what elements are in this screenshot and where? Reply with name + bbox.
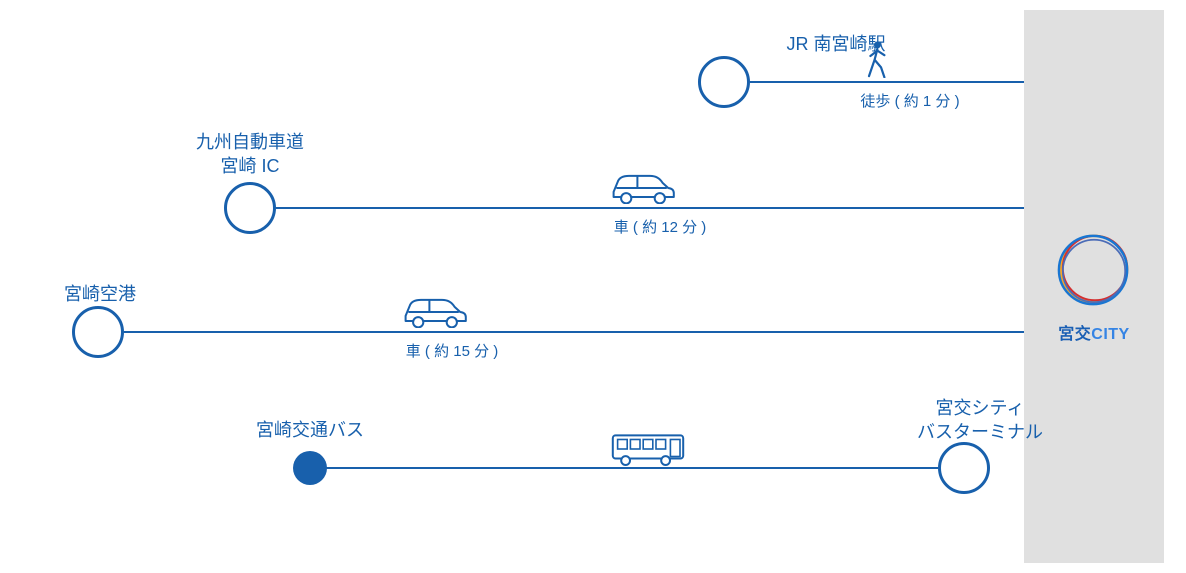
origin-label-airport: 宮崎空港 [40, 282, 160, 306]
destination-panel: 宮交CITY [1024, 10, 1164, 563]
mode-icon-expressway [608, 172, 678, 204]
destination-label-part1: 宮交 [1058, 326, 1091, 343]
car-icon [400, 296, 470, 328]
mode-icon-jr [862, 40, 890, 78]
logo-rings-icon [1055, 230, 1133, 308]
origin-node-airport [72, 306, 124, 358]
origin-node-jr [698, 56, 750, 108]
mode-label-expressway: 車 ( 約 12 分 ) [590, 216, 730, 237]
origin-node-bus [293, 451, 327, 485]
origin-label-expressway: 九州自動車道 宮崎 IC [160, 130, 340, 179]
bus-icon [608, 432, 688, 466]
mode-label-jr: 徒歩 ( 約 1 分 ) [840, 90, 980, 111]
mode-icon-airport [400, 296, 470, 328]
mode-label-airport: 車 ( 約 15 分 ) [382, 340, 522, 361]
route-line-jr [750, 81, 1024, 83]
miyako-city-logo [1055, 230, 1133, 308]
end-node-bus [938, 442, 990, 494]
car-icon [608, 172, 678, 204]
destination-label: 宮交CITY [1058, 320, 1129, 344]
end-label-bus: 宮交シティ バスターミナル [880, 396, 1080, 445]
origin-label-jr: JR 南宮崎駅 [756, 32, 916, 56]
route-line-expressway [276, 207, 1024, 209]
route-line-bus [325, 467, 938, 469]
walk-icon [862, 40, 890, 78]
origin-node-expressway [224, 182, 276, 234]
destination-label-part2: CITY [1091, 326, 1129, 343]
mode-icon-bus [608, 432, 688, 466]
origin-label-bus: 宮崎交通バス [230, 418, 390, 442]
route-line-airport [124, 331, 1024, 333]
